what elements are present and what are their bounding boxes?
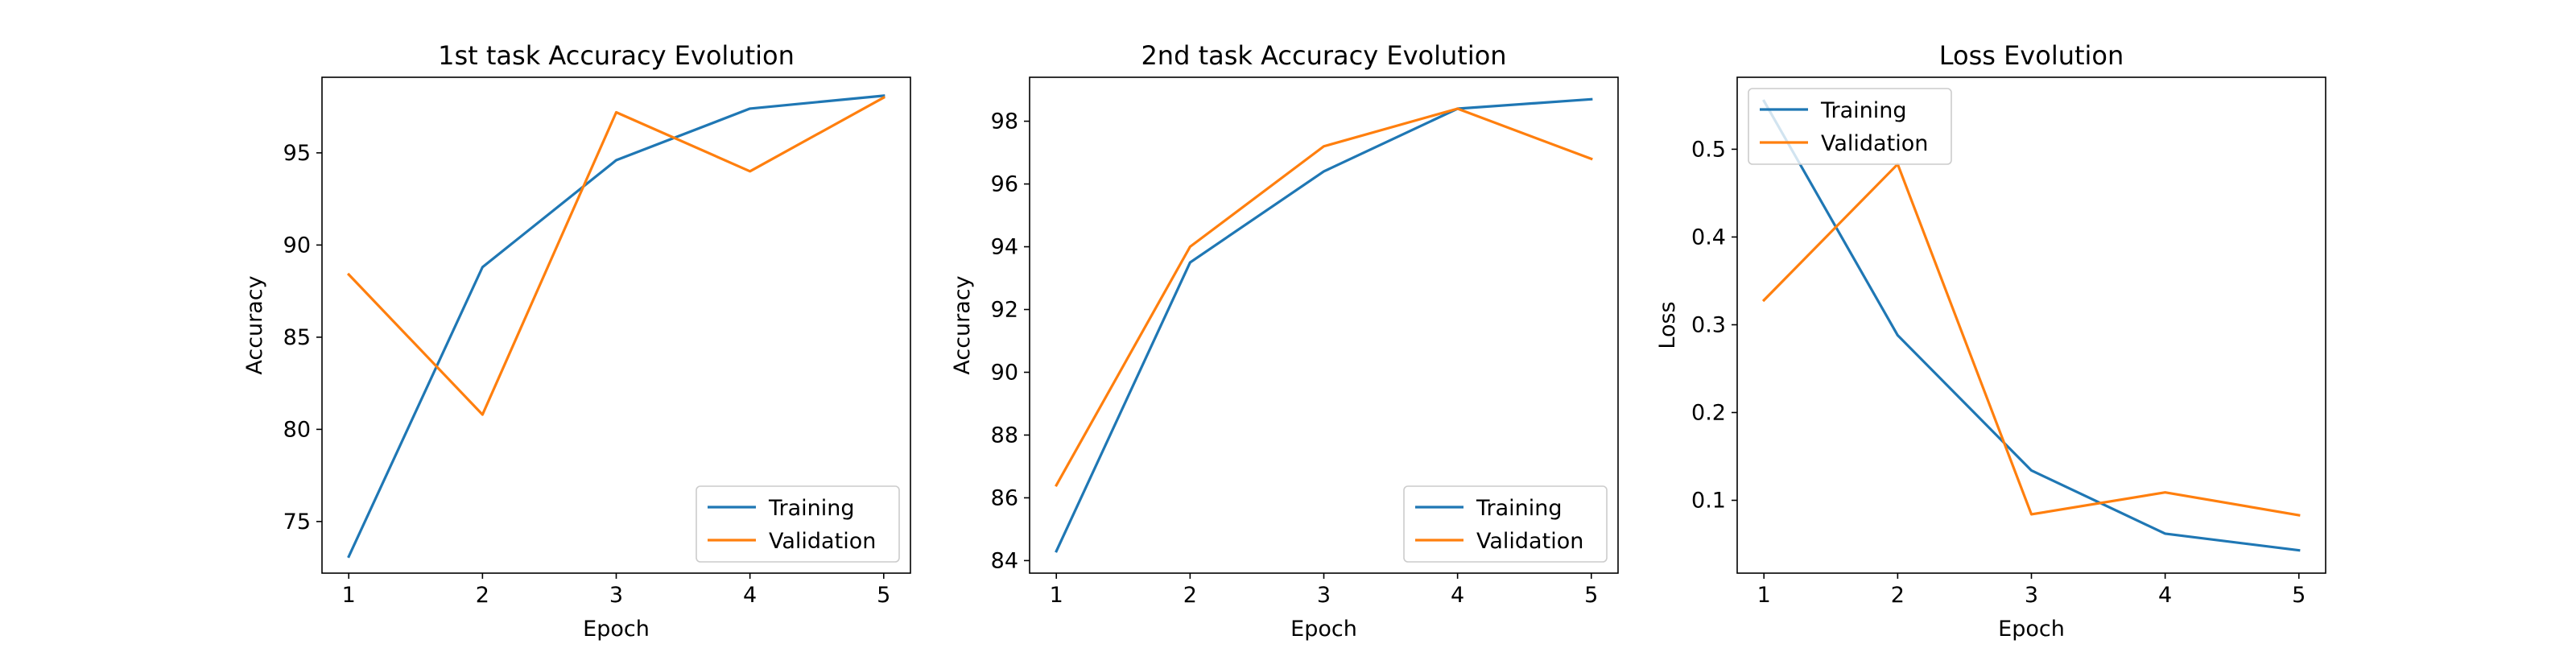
x-tick-label: 1 xyxy=(1757,583,1771,608)
y-tick-label: 96 xyxy=(991,172,1018,197)
x-tick-label: 4 xyxy=(743,583,757,608)
legend-label-training: Training xyxy=(768,496,855,521)
y-axis-label: Loss xyxy=(1655,301,1680,349)
y-tick-label: 95 xyxy=(283,141,311,166)
legend-label-validation: Validation xyxy=(1476,529,1583,554)
y-tick-label: 88 xyxy=(991,423,1018,448)
y-axis-label: Accuracy xyxy=(950,275,975,374)
x-axis-label: Epoch xyxy=(1290,617,1357,642)
legend: Training Validation xyxy=(1748,89,1951,164)
x-tick-label: 2 xyxy=(476,583,489,608)
legend: Training Validation xyxy=(696,486,899,562)
y-axis-label: Accuracy xyxy=(242,275,267,374)
y-tick-label: 90 xyxy=(283,233,311,258)
y-tick-label: 94 xyxy=(991,235,1018,260)
y-tick-label: 75 xyxy=(283,510,311,534)
y-tick-label: 86 xyxy=(991,485,1018,510)
x-tick-label: 5 xyxy=(1584,583,1598,608)
x-tick-label: 1 xyxy=(342,583,356,608)
y-tick-label: 84 xyxy=(991,548,1018,573)
legend-label-training: Training xyxy=(1820,98,1907,123)
x-tick-label: 1 xyxy=(1050,583,1063,608)
y-tick-label: 0.3 xyxy=(1691,312,1726,337)
x-tick-label: 2 xyxy=(1183,583,1197,608)
x-tick-label: 5 xyxy=(2292,583,2306,608)
y-tick-label: 90 xyxy=(991,360,1018,385)
y-tick-label: 0.1 xyxy=(1691,489,1726,514)
y-tick-label: 92 xyxy=(991,298,1018,323)
x-axis-label: Epoch xyxy=(583,617,650,642)
x-tick-label: 3 xyxy=(609,583,623,608)
legend-label-validation: Validation xyxy=(769,529,876,554)
y-tick-label: 85 xyxy=(283,325,311,350)
legend-label-validation: Validation xyxy=(1821,131,1928,156)
x-tick-label: 2 xyxy=(1891,583,1905,608)
y-tick-label: 98 xyxy=(991,109,1018,134)
x-tick-label: 4 xyxy=(1451,583,1464,608)
x-tick-label: 3 xyxy=(2025,583,2038,608)
x-tick-label: 3 xyxy=(1317,583,1331,608)
y-tick-label: 0.2 xyxy=(1691,400,1726,425)
legend-label-training: Training xyxy=(1476,496,1563,521)
y-tick-label: 0.5 xyxy=(1691,137,1726,162)
x-axis-label: Epoch xyxy=(1998,617,2065,642)
y-tick-label: 80 xyxy=(283,417,311,442)
chart-title: 1st task Accuracy Evolution xyxy=(438,40,795,71)
chart-title: 2nd task Accuracy Evolution xyxy=(1141,40,1506,71)
y-tick-label: 0.4 xyxy=(1691,225,1726,250)
chart-title: Loss Evolution xyxy=(1939,40,2124,71)
x-tick-label: 5 xyxy=(877,583,890,608)
x-tick-label: 4 xyxy=(2158,583,2172,608)
legend: Training Validation xyxy=(1404,486,1607,562)
